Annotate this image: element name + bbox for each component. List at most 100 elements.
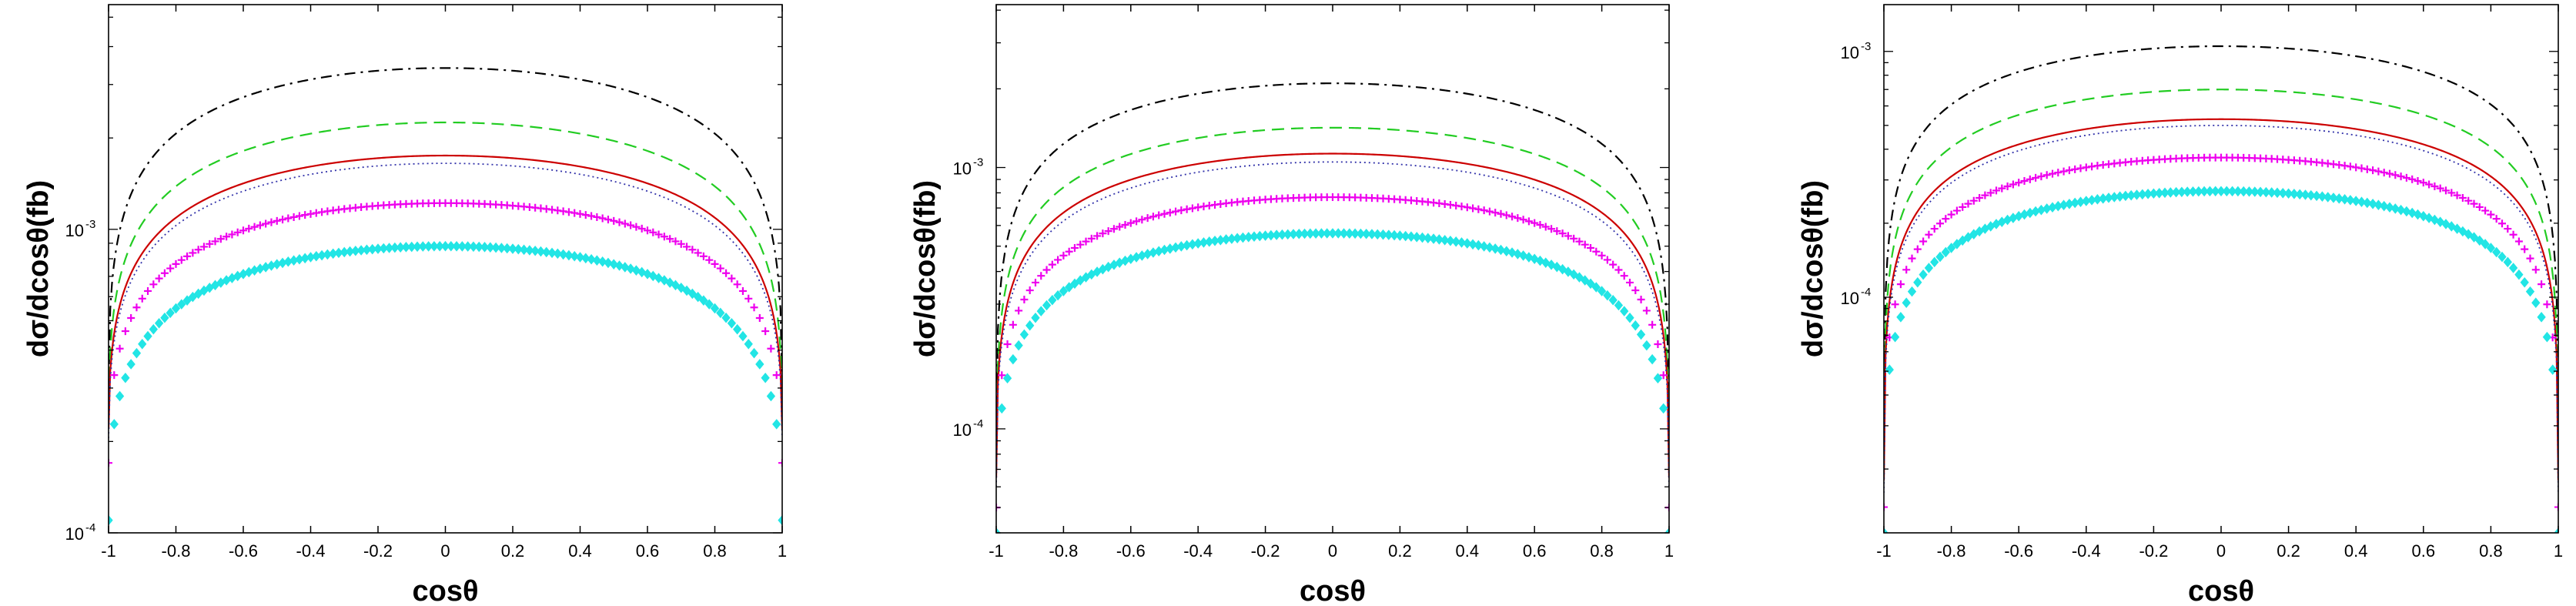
data-point [447, 240, 456, 252]
data-point [755, 359, 764, 370]
data-point [1149, 213, 1157, 221]
data-point [2020, 176, 2029, 185]
data-point [2222, 186, 2231, 197]
data-point [250, 223, 259, 231]
series-line [996, 126, 1669, 470]
x-tick-label: -0.2 [1251, 541, 1280, 561]
x-tick-label: 0.4 [568, 541, 592, 561]
data-point [699, 295, 708, 306]
data-point [115, 390, 125, 402]
data-point [1053, 290, 1062, 301]
data-point [2357, 196, 2367, 207]
data-point [2419, 210, 2428, 222]
data-point [1390, 229, 1399, 241]
data-point [2334, 193, 2343, 204]
data-point [1155, 211, 1163, 219]
x-tick-label: -0.2 [363, 541, 393, 561]
data-point [2504, 225, 2512, 233]
data-point [2407, 207, 2417, 219]
data-point [1104, 227, 1112, 236]
data-point [2497, 251, 2507, 263]
data-point [1919, 237, 1928, 246]
data-point [1177, 206, 1186, 215]
data-point [1975, 194, 1984, 203]
data-point [598, 214, 607, 223]
data-point [2317, 191, 2327, 202]
series-diamond [109, 240, 782, 526]
series-line [1884, 89, 2558, 470]
data-point [654, 230, 663, 239]
data-point [2042, 171, 2051, 179]
y-axis-label: dσ/dcosθ(fb) [22, 180, 55, 357]
data-point [2396, 204, 2406, 216]
data-point [279, 216, 287, 224]
data-point [1451, 236, 1460, 247]
data-point [2538, 280, 2546, 289]
y-tick-label: 10 [953, 420, 972, 440]
data-point [1502, 211, 1510, 219]
x-tick-label: -0.6 [1116, 541, 1146, 561]
data-point [2374, 167, 2383, 176]
data-point [155, 274, 163, 283]
data-point [766, 390, 776, 402]
series-dotted [1884, 124, 2558, 494]
data-point [1648, 353, 1657, 365]
data-point [621, 219, 629, 228]
data-point [2425, 180, 2434, 189]
data-point [480, 242, 490, 253]
data-point [687, 288, 697, 300]
data-point [1541, 223, 1550, 231]
data-point [1440, 235, 1450, 246]
data-point [1519, 216, 1527, 224]
data-point [1998, 184, 2006, 193]
data-point [2380, 169, 2388, 177]
data-point [660, 275, 669, 286]
data-point [643, 269, 652, 280]
data-point [570, 250, 579, 262]
data-point [154, 318, 164, 329]
data-point [1457, 203, 1466, 211]
data-point [694, 249, 702, 257]
y-axis-label: dσ/dcosθ(fb) [909, 180, 942, 357]
data-point [1070, 278, 1079, 290]
data-point [1959, 203, 1967, 211]
data-point [1958, 235, 1967, 246]
data-point [457, 241, 467, 252]
data-point [1172, 207, 1180, 216]
data-point [2037, 172, 2046, 181]
data-point [1417, 232, 1427, 243]
data-point [1592, 247, 1601, 256]
data-point [1037, 272, 1045, 280]
data-point [610, 216, 618, 225]
data-point [2368, 199, 2377, 209]
data-point [767, 344, 775, 353]
data-point [2295, 189, 2304, 200]
data-point [121, 372, 130, 383]
data-point [1497, 209, 1505, 218]
data-point [2290, 189, 2299, 199]
data-point [733, 323, 742, 335]
y-axis-label: dσ/dcosθ(fb) [1797, 180, 1829, 357]
data-point [2233, 186, 2243, 197]
data-point [1395, 230, 1405, 241]
data-point [1496, 244, 1506, 256]
data-point [1625, 312, 1634, 323]
data-point [1896, 312, 1905, 323]
data-point [126, 359, 135, 370]
data-point [1423, 233, 1433, 244]
data-point [1469, 204, 1477, 213]
x-tick-label: -0.2 [2139, 541, 2168, 561]
data-point [1547, 225, 1556, 233]
series-dashdot [1884, 45, 2558, 459]
data-point [1574, 272, 1584, 283]
data-point [1507, 247, 1517, 258]
data-point [1019, 329, 1029, 340]
data-point [2554, 527, 2558, 533]
data-point [576, 209, 584, 218]
data-point [2273, 187, 2282, 199]
data-point [1581, 240, 1589, 249]
data-point [2352, 163, 2360, 172]
x-tick-label: -0.8 [162, 541, 191, 561]
data-point [2059, 167, 2068, 176]
x-tick-label: 0 [2216, 541, 2226, 561]
